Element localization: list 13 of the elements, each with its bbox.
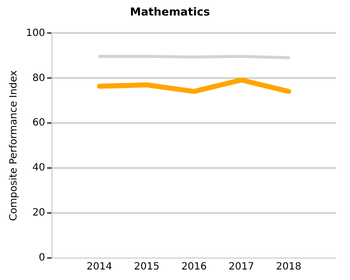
y-tick-label: 0 [38,252,46,264]
y-tick-label: 60 [32,118,46,129]
y-tick-label: 100 [26,28,46,39]
y-axis-title: Composite Performance Index [8,70,20,221]
x-tick-label: 2014 [86,262,112,273]
y-tick-label: 80 [32,72,46,84]
x-tick-label: 2016 [181,262,207,273]
chart-title: Mathematics [130,5,210,18]
x-tick-label: 2015 [134,262,160,273]
y-tick-label: 40 [32,162,46,174]
x-tick-label: 2017 [228,262,254,273]
x-tick-label: 2018 [276,262,302,273]
y-tick-label: 20 [32,208,46,219]
